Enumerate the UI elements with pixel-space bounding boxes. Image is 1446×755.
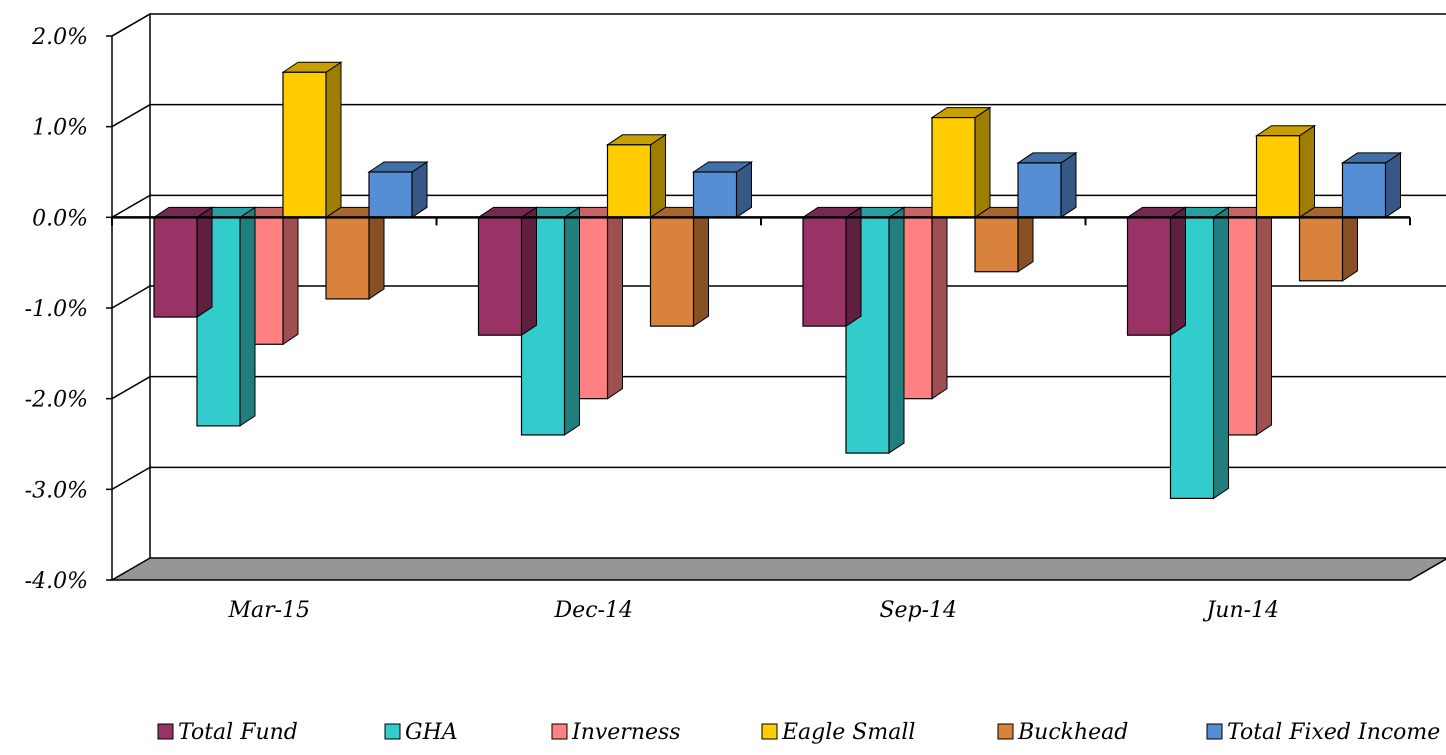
bar-front <box>974 216 1019 273</box>
side-wall-edge <box>111 12 151 558</box>
y-tick-label: -4.0% <box>25 569 88 594</box>
x-axis-category-labels: Mar-15 Dec-14 Sep-14 Jun-14 <box>227 598 1279 623</box>
x-category-label: Jun-14 <box>1202 598 1279 623</box>
bar-side <box>1385 151 1401 219</box>
bar <box>1254 124 1317 219</box>
legend-swatch <box>384 723 401 740</box>
legend-swatch <box>997 723 1014 740</box>
legend-entry: Total Fund <box>157 720 298 745</box>
gridline <box>111 375 1446 400</box>
legend-label: Inverness <box>571 720 681 745</box>
bar <box>324 206 386 300</box>
bar <box>281 61 343 219</box>
bar <box>801 206 863 328</box>
bar-front <box>692 171 738 218</box>
bar <box>1340 151 1403 219</box>
bar <box>605 133 668 219</box>
bar-front <box>931 116 976 218</box>
bar-side <box>931 206 948 400</box>
bar-side <box>1256 206 1272 436</box>
bar-front <box>325 216 370 300</box>
bar <box>152 206 214 319</box>
bar-side <box>239 206 256 427</box>
legend-swatch <box>1206 723 1223 740</box>
legend-label: GHA <box>405 720 458 745</box>
gridline <box>111 13 1446 37</box>
x-category-label: Dec-14 <box>554 598 633 623</box>
bar-side <box>693 206 709 328</box>
bar-side <box>196 206 213 319</box>
legend-entry: Total Fixed Income <box>1206 720 1440 745</box>
y-tick-label: 0.0% <box>32 206 88 231</box>
legend-swatch <box>761 723 778 740</box>
bar-side <box>368 206 385 300</box>
bar <box>1297 206 1360 282</box>
legend-label: Total Fund <box>178 720 298 745</box>
legend-entry: Inverness <box>551 720 681 745</box>
bar-side <box>564 206 580 436</box>
y-tick-label: -2.0% <box>25 388 88 413</box>
bar-side <box>521 206 537 337</box>
y-tick-label: 2.0% <box>31 25 88 50</box>
legend-label: Eagle Small <box>781 720 915 745</box>
y-tick-label: -3.0% <box>25 478 88 503</box>
bar-side <box>888 206 905 455</box>
bar <box>1125 206 1188 337</box>
bar-side <box>282 206 299 346</box>
bar-side <box>974 106 991 219</box>
floor-layer <box>109 557 1446 581</box>
bar <box>1016 151 1078 219</box>
y-tick-label: 1.0% <box>32 116 88 141</box>
bar <box>367 161 429 219</box>
gridline <box>111 194 1446 218</box>
legend-entry: Eagle Small <box>761 720 915 745</box>
x-category-label: Mar-15 <box>227 598 310 623</box>
y-tick-label: -1.0% <box>25 297 88 322</box>
legend-entry: GHA <box>384 720 458 745</box>
gridline <box>111 103 1446 128</box>
bar-side <box>845 206 862 328</box>
bar-front <box>153 216 198 318</box>
bar-front <box>1298 216 1344 282</box>
bar-side <box>325 61 342 219</box>
legend-swatch <box>157 723 174 740</box>
bar-side <box>650 133 666 219</box>
y-axis-tick-labels: 2.0% 1.0% 0.0% -1.0% -2.0% -3.0% -4.0% <box>25 25 88 594</box>
legend-label: Total Fixed Income <box>1227 720 1440 745</box>
bar-front <box>368 171 413 218</box>
legend: Total Fund GHA Inverness Eagle Small Buckhea… <box>157 720 1440 745</box>
bar-side <box>1170 206 1186 337</box>
bar <box>648 206 711 328</box>
legend-entry: Buckhead <box>997 720 1128 745</box>
bar-front <box>649 216 695 327</box>
bar-front <box>1017 162 1062 218</box>
bar-side <box>1299 124 1315 219</box>
bar <box>930 106 992 219</box>
bar-front <box>477 216 523 336</box>
x-category-label: Sep-14 <box>879 598 957 623</box>
bar-front <box>1341 162 1387 218</box>
bar-side <box>1060 151 1077 219</box>
bar-front <box>1126 216 1172 336</box>
chart-floor <box>109 557 1446 581</box>
bar <box>973 206 1035 273</box>
bar-front <box>606 144 652 218</box>
bar-side <box>607 206 623 400</box>
zero-axis <box>111 216 1411 226</box>
bar-front <box>1255 135 1301 218</box>
gridlines <box>106 13 1446 581</box>
legend-label: Buckhead <box>1017 720 1128 745</box>
gridline <box>111 466 1446 490</box>
legend-swatch <box>551 723 568 740</box>
bar-side <box>1213 206 1229 500</box>
bar <box>476 206 539 337</box>
bar-front <box>282 71 327 218</box>
gridline <box>111 285 1446 309</box>
bars-layer <box>152 61 1403 500</box>
bar <box>691 161 754 219</box>
bar-front <box>802 216 847 327</box>
